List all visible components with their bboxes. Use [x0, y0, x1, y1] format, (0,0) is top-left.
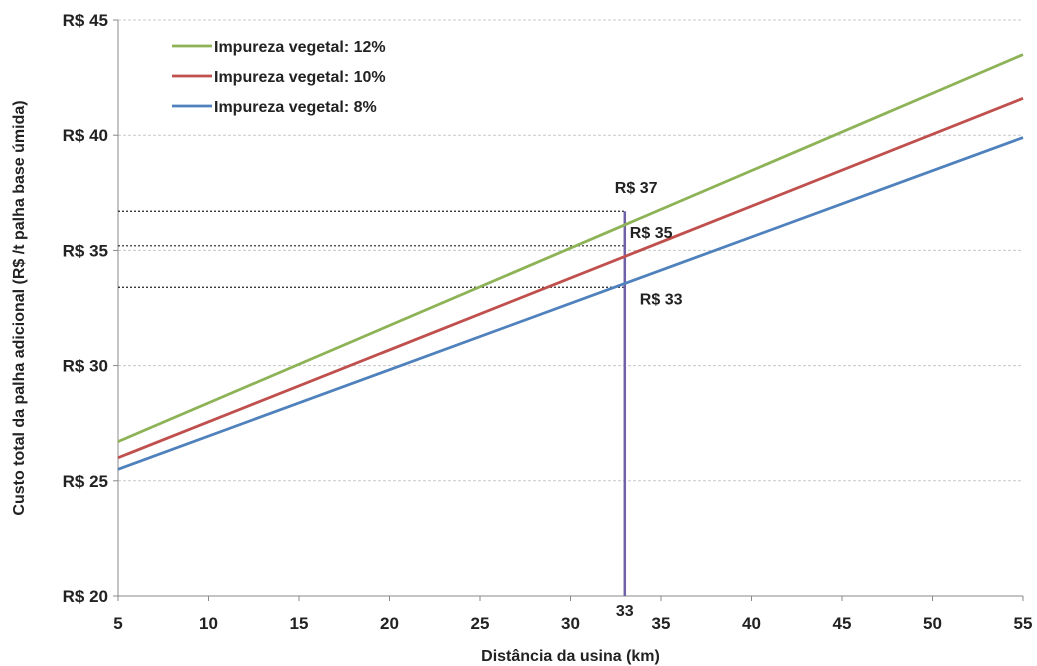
x-tick-label: 50 [923, 614, 942, 633]
reference-value-label: R$ 33 [640, 291, 683, 308]
legend-label: Impureza vegetal: 10% [214, 69, 386, 86]
legend: Impureza vegetal: 12% Impureza vegetal: 1… [172, 39, 386, 116]
reference-x-label: 33 [616, 603, 634, 620]
annotations: R$ 37 R$ 35 R$ 33 33 [615, 180, 683, 620]
legend-label: Impureza vegetal: 8% [214, 99, 377, 116]
series-line [117, 97, 1024, 460]
y-tick-label: R$ 35 [63, 241, 108, 260]
series-line [117, 53, 1024, 443]
x-tick-label: 25 [471, 614, 490, 633]
legend-label: Impureza vegetal: 12% [214, 39, 386, 56]
x-tick-label: 35 [652, 614, 671, 633]
x-tick-label: 30 [561, 614, 580, 633]
x-tick-labels: 5 10 15 20 25 30 35 40 45 50 55 [113, 614, 1032, 633]
y-tick-label: R$ 40 [63, 126, 108, 145]
x-tick-label: 55 [1014, 614, 1033, 633]
reference-lines [118, 210, 627, 596]
x-tick-label: 5 [113, 614, 122, 633]
x-tick-label: 15 [290, 614, 309, 633]
y-axis-title: Custo total da palha adicional (R$ /t pa… [11, 100, 28, 515]
axes [113, 19, 1024, 601]
x-tick-label: 45 [833, 614, 852, 633]
series-line [117, 136, 1024, 471]
x-tick-label: 40 [742, 614, 761, 633]
reference-value-label: R$ 35 [630, 225, 673, 242]
series-lines [117, 53, 1024, 471]
x-axis-title: Distância da usina (km) [481, 648, 660, 665]
y-tick-label: R$ 25 [63, 472, 108, 491]
y-tick-label: R$ 45 [63, 11, 108, 30]
y-tick-label: R$ 30 [63, 357, 108, 376]
y-tick-labels: R$ 20 R$ 25 R$ 30 R$ 35 R$ 40 R$ 45 [63, 11, 108, 606]
x-tick-label: 20 [380, 614, 399, 633]
grid [118, 19, 1023, 482]
x-tick-label: 10 [199, 614, 218, 633]
reference-value-label: R$ 37 [615, 180, 658, 197]
y-tick-label: R$ 20 [63, 587, 108, 606]
